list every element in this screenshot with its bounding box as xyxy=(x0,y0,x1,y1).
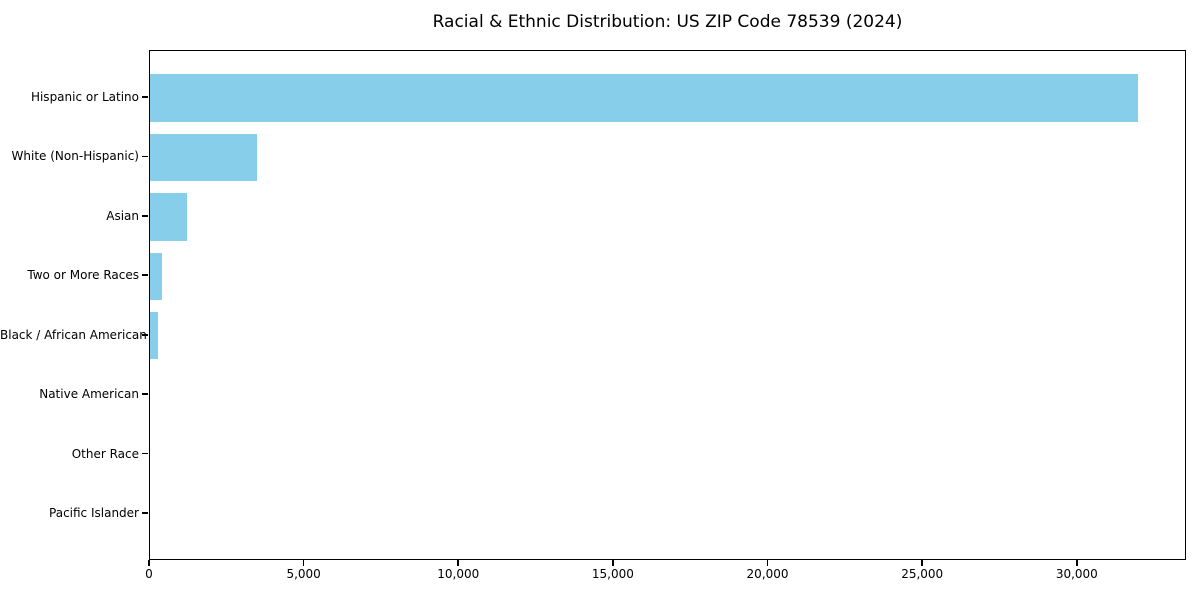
y-tick-label: Black / African American xyxy=(0,327,147,342)
x-tick-label: 0 xyxy=(145,567,153,581)
x-tick-label: 5,000 xyxy=(286,567,321,581)
bar xyxy=(150,252,162,301)
y-tick-label: White (Non-Hispanic) xyxy=(11,149,139,164)
x-tick-label: 30,000 xyxy=(1055,567,1098,581)
x-tick xyxy=(457,560,460,566)
bar xyxy=(150,193,187,241)
y-tick xyxy=(142,393,148,395)
x-tick-label: 25,000 xyxy=(901,567,944,581)
y-tick xyxy=(142,274,148,277)
y-tick-label: Two or More Races xyxy=(27,268,139,283)
chart-title: Racial & Ethnic Distribution: US ZIP Cod… xyxy=(432,12,903,32)
y-tick xyxy=(142,215,148,217)
bar xyxy=(150,311,158,360)
y-tick-label: Native American xyxy=(39,387,139,402)
x-tick-label: 10,000 xyxy=(437,567,480,581)
plot-area xyxy=(149,50,1186,560)
x-tick xyxy=(148,560,150,566)
y-tick xyxy=(142,512,148,514)
x-tick-label: 20,000 xyxy=(746,567,789,581)
y-tick-label: Pacific Islander xyxy=(49,506,139,521)
x-tick xyxy=(302,560,305,566)
y-tick xyxy=(142,155,148,158)
x-tick-label: 15,000 xyxy=(591,567,634,581)
y-tick-label: Hispanic or Latino xyxy=(30,89,139,104)
bar xyxy=(150,133,257,182)
x-tick xyxy=(1076,560,1078,566)
x-tick xyxy=(766,560,769,566)
y-tick xyxy=(142,333,148,336)
y-tick xyxy=(142,96,148,98)
x-tick xyxy=(921,560,923,566)
x-tick xyxy=(612,560,614,566)
bar xyxy=(150,74,1138,122)
y-tick-label: Other Race xyxy=(71,446,139,461)
y-tick xyxy=(142,452,148,455)
y-tick-label: Asian xyxy=(106,208,139,223)
